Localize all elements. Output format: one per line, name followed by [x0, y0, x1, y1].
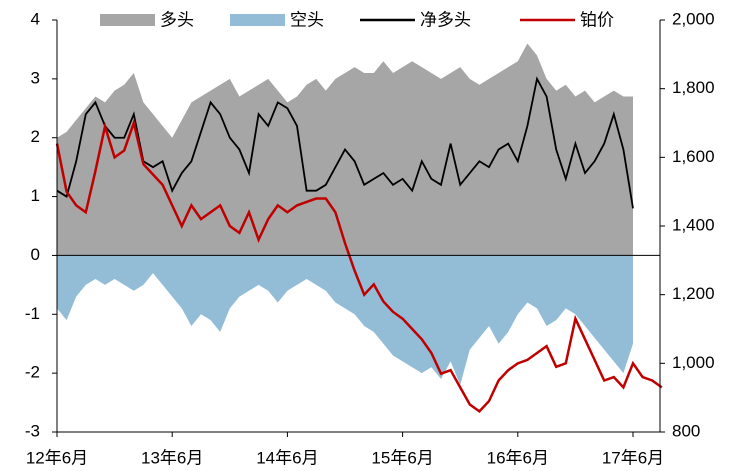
y2-tick-label: 1,800 [672, 78, 715, 97]
legend-swatch [100, 14, 155, 26]
y-tick-label: 1 [31, 186, 40, 205]
x-tick-label: 12年6月 [26, 448, 88, 467]
x-tick-label: 16年6月 [487, 448, 549, 467]
y2-tick-label: 1,200 [672, 284, 715, 303]
y-tick-label: 2 [31, 127, 40, 146]
y-tick-label: 0 [31, 245, 40, 264]
y-tick-label: 4 [31, 9, 40, 28]
legend-label: 净多头 [420, 10, 471, 29]
y2-tick-label: 1,400 [672, 215, 715, 234]
legend-label: 空头 [290, 10, 324, 29]
y-tick-label: -1 [25, 304, 40, 323]
y2-tick-label: 1,600 [672, 147, 715, 166]
legend-label: 铂价 [580, 10, 614, 29]
y2-tick-label: 800 [672, 421, 700, 440]
x-tick-label: 15年6月 [371, 448, 433, 467]
y-tick-label: 3 [31, 68, 40, 87]
legend-swatch [230, 14, 285, 26]
y-tick-label: -2 [25, 363, 40, 382]
legend-label: 多头 [160, 10, 194, 29]
area [57, 255, 633, 385]
y-tick-label: -3 [25, 421, 40, 440]
x-tick-label: 17年6月 [602, 448, 664, 467]
y2-tick-label: 1,000 [672, 353, 715, 372]
y2-tick-label: 2,000 [672, 9, 715, 28]
line [55, 118, 663, 414]
line [56, 76, 634, 209]
x-tick-label: 13年6月 [141, 448, 203, 467]
x-tick-label: 14年6月 [256, 448, 318, 467]
